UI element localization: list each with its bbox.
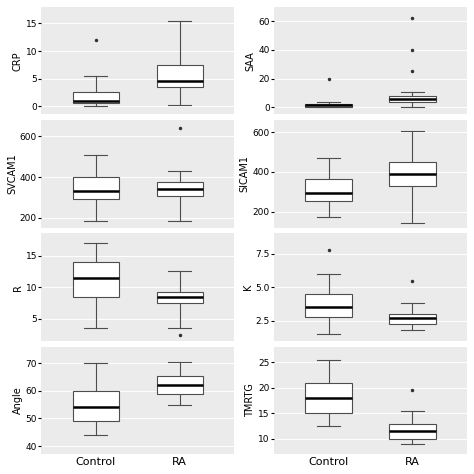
PathPatch shape (156, 376, 203, 393)
PathPatch shape (73, 177, 119, 200)
PathPatch shape (305, 294, 352, 317)
Y-axis label: SVCAM1: SVCAM1 (7, 154, 17, 194)
Y-axis label: SICAM1: SICAM1 (240, 155, 250, 192)
PathPatch shape (305, 383, 352, 413)
Y-axis label: TMRTG: TMRTG (246, 383, 255, 418)
Y-axis label: R: R (13, 284, 23, 291)
PathPatch shape (156, 65, 203, 87)
PathPatch shape (73, 262, 119, 297)
PathPatch shape (390, 424, 436, 439)
PathPatch shape (305, 104, 352, 107)
PathPatch shape (156, 182, 203, 196)
PathPatch shape (156, 292, 203, 303)
Y-axis label: K: K (243, 284, 253, 291)
PathPatch shape (390, 314, 436, 324)
Y-axis label: SAA: SAA (246, 51, 255, 71)
Y-axis label: CRP: CRP (13, 51, 23, 71)
PathPatch shape (390, 162, 436, 186)
Y-axis label: Angle: Angle (13, 387, 23, 414)
PathPatch shape (305, 179, 352, 201)
PathPatch shape (73, 391, 119, 421)
PathPatch shape (73, 92, 119, 103)
PathPatch shape (390, 96, 436, 102)
